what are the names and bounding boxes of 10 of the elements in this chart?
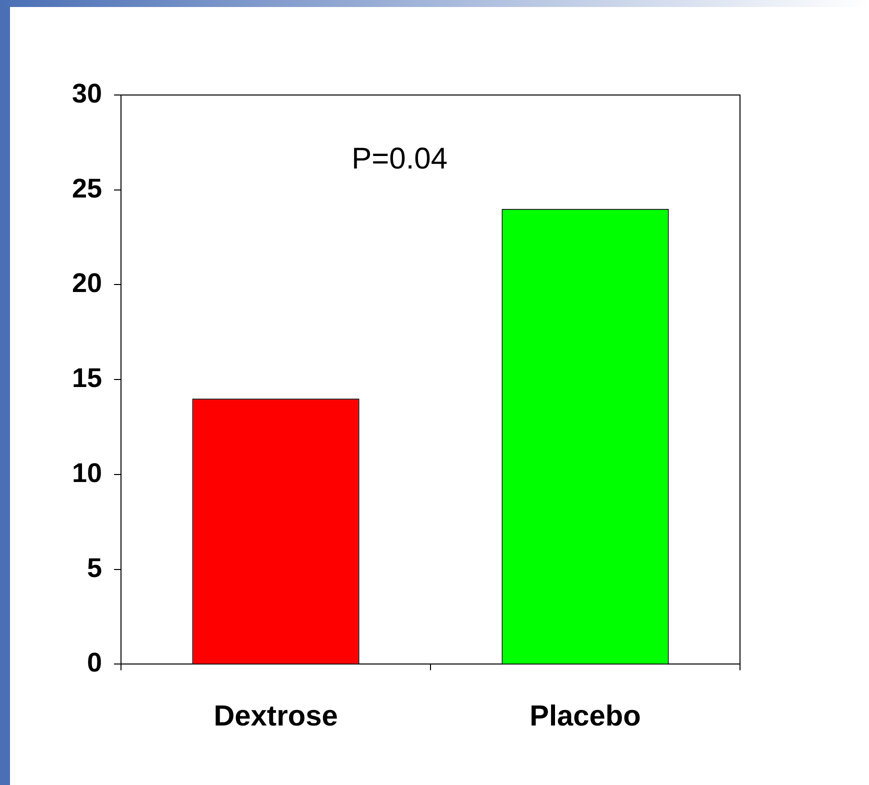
y-tick-label: 15 <box>72 363 102 394</box>
y-tick-label: 10 <box>72 458 102 488</box>
y-tick-label: 20 <box>72 268 102 298</box>
annotation: P=0.04 <box>352 142 448 176</box>
y-tick-label: 0 <box>87 648 102 678</box>
y-tick-label: 30 <box>72 78 102 108</box>
y-tick-label: 5 <box>87 552 102 583</box>
x-tick-label: Placebo <box>530 700 641 733</box>
y-tick-label: 25 <box>72 173 102 204</box>
x-tick-label: Dextrose <box>214 700 338 733</box>
